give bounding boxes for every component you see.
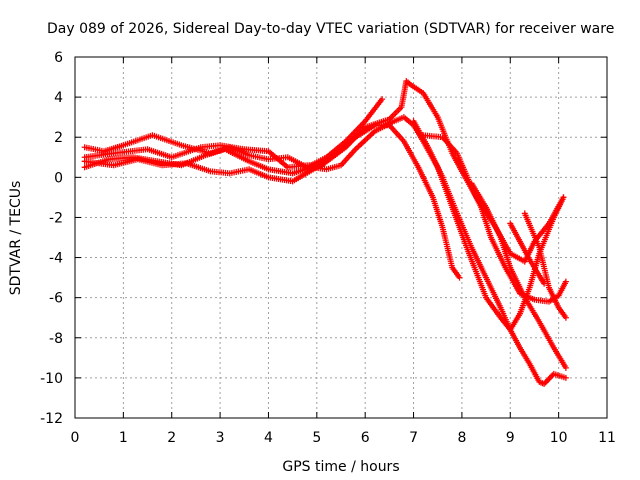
x-tick-label: 11 [598,430,616,446]
x-tick-label: 10 [550,430,568,446]
x-tick-label: 5 [312,430,321,446]
series-trace-2 [81,78,567,265]
series-trace-9 [507,220,548,287]
x-tick-label: 2 [167,430,176,446]
data-point [379,96,386,103]
series-trace-4 [81,122,463,281]
y-tick-label: 2 [54,130,63,146]
data-point [541,280,548,287]
x-axis-label: GPS time / hours [282,459,399,475]
y-tick-label: 0 [54,170,63,186]
axis-ticks: 0 1 2 3 4 5 6 7 8 9 10 11 6 4 2 0 -2 -4 -6 -8 -10 -12 [40,50,616,446]
data-point [542,379,549,386]
series-trace-6 [410,118,569,387]
y-tick-label: -6 [49,291,63,307]
data-point [560,194,567,201]
x-tick-label: 7 [409,430,418,446]
data-points [81,78,569,387]
y-tick-label: -4 [49,251,63,267]
y-tick-label: 6 [54,50,63,66]
y-tick-label: -12 [40,411,63,427]
x-tick-label: 8 [457,430,466,446]
series-trace-8 [521,210,569,321]
data-point [562,364,569,371]
y-tick-label: -8 [49,331,63,347]
data-point [456,274,463,281]
x-tick-label: 3 [216,430,225,446]
data-point [562,278,569,285]
series-trace-7 [468,180,569,371]
x-tick-label: 1 [119,430,128,446]
x-tick-label: 4 [264,430,273,446]
data-point [562,374,569,381]
x-tick-label: 6 [361,430,370,446]
y-tick-label: -10 [40,371,63,387]
data-point [546,375,553,382]
y-tick-label: -2 [49,210,63,226]
x-tick-label: 9 [506,430,515,446]
y-tick-label: 4 [54,90,63,106]
chart-title: Day 089 of 2026, Sidereal Day-to-day VTE… [47,21,614,37]
data-point [562,314,569,321]
plot-border [74,56,608,419]
y-axis-label: SDTVAR / TECUs [8,181,24,296]
x-tick-label: 0 [71,430,80,446]
